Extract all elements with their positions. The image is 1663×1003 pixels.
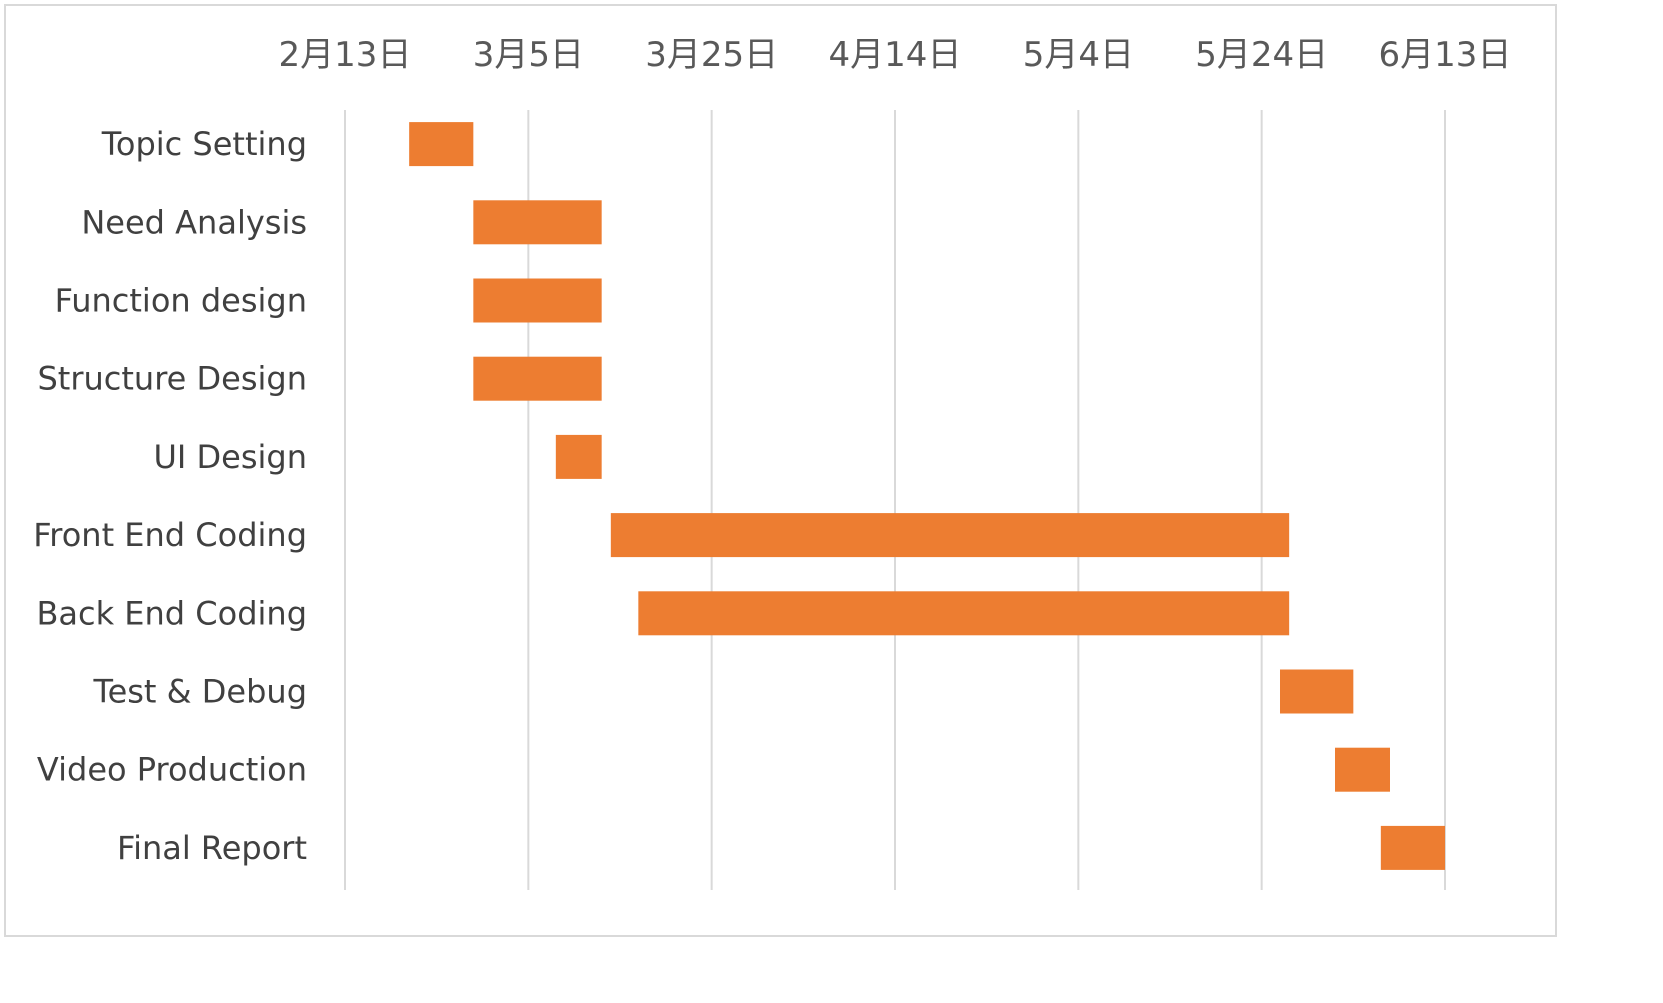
task-labels: Topic Setting Need Analysis Function desig… (33, 125, 307, 867)
task-bar (1380, 825, 1445, 870)
task-label: Function design (55, 282, 307, 320)
task-bar (473, 278, 602, 323)
task-label: UI Design (153, 438, 307, 476)
task-label: Need Analysis (81, 203, 307, 241)
x-tick-label: 5月4日 (1023, 35, 1134, 75)
task-bar (610, 513, 1290, 558)
x-tick-label: 5月24日 (1195, 35, 1328, 75)
x-tick-label: 6月13日 (1379, 35, 1512, 75)
task-bar (473, 200, 602, 245)
x-tick-label: 3月25日 (645, 35, 778, 75)
task-label: Test & Debug (92, 673, 307, 711)
task-label: Back End Coding (36, 594, 307, 632)
task-label: Front End Coding (33, 516, 307, 554)
gantt-chart: 2月13日 3月5日 3月25日 4月14日 5月4日 5月24日 6月13日 Topic … (33, 35, 1512, 890)
task-label: Topic Setting (101, 125, 307, 163)
task-bar (1280, 669, 1354, 714)
task-label: Video Production (37, 751, 307, 789)
x-tick-label: 3月5日 (473, 35, 584, 75)
task-bar (555, 434, 602, 479)
x-axis-ticks: 2月13日 3月5日 3月25日 4月14日 5月4日 5月24日 6月13日 (279, 35, 1512, 75)
task-label: Structure Design (37, 360, 307, 398)
task-bars (409, 122, 1445, 870)
chart-area: 2月13日 3月5日 3月25日 4月14日 5月4日 5月24日 6月13日 Topic … (4, 4, 1557, 937)
x-tick-label: 4月14日 (829, 35, 962, 75)
task-bar (1335, 747, 1390, 792)
task-label: Final Report (117, 829, 307, 867)
x-tick-label: 2月13日 (279, 35, 412, 75)
task-bar (409, 122, 474, 167)
task-bar (638, 591, 1290, 636)
task-bar (473, 356, 602, 401)
